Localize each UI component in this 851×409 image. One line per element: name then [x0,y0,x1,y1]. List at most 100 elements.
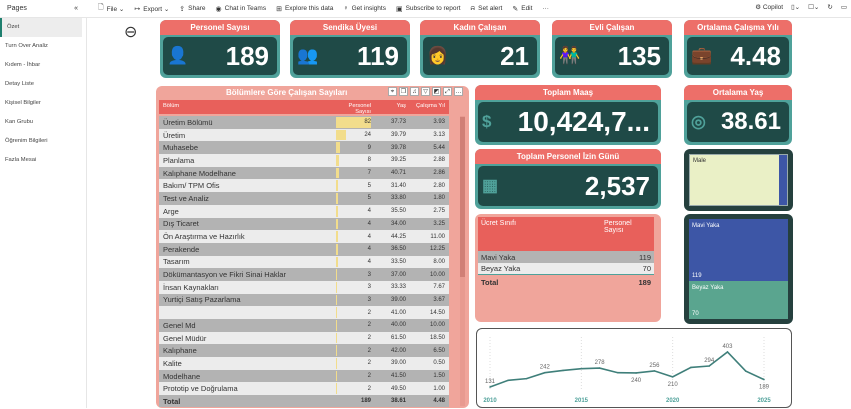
treemap-tile-male[interactable]: Male [689,154,788,206]
table-row[interactable]: Beyaz Yaka 70 [478,263,654,275]
page-item[interactable]: Fazla Mesai [5,157,37,163]
data-label: 240 [631,378,642,384]
woman-icon: 👩 [427,46,449,65]
header-calisma[interactable]: Çalışma Yıl [416,103,445,109]
collapse-pages-icon[interactable]: « [74,5,78,12]
bookmark-icon[interactable]: ▯⌄ [791,4,801,11]
years-value: 2.88 [433,157,445,164]
table-row[interactable]: Üretim 24 39.79 3.13 [159,128,449,142]
table-row[interactable]: Dış Ticaret 4 34.00 3.25 [159,217,449,231]
header-bolum[interactable]: Bölüm [163,103,180,109]
age-value: 37.73 [390,119,406,126]
count-value: 8 [367,157,371,164]
page-item[interactable]: Özet [0,18,82,37]
toolbar-label: Subscribe to report [405,5,461,12]
refresh-icon[interactable]: ↻ [827,4,833,11]
personnel-count: 5 [334,192,373,205]
teams-button[interactable]: ◉ Chat in Teams [216,3,267,14]
focus-icon[interactable]: ◩ [432,87,441,96]
table-row[interactable]: Kalite 2 39.00 0.50 [159,357,449,370]
page-item[interactable]: Kişisel Bilgiler [5,100,41,106]
kpi-card: Sendika Üyesi 👥 119 [290,20,410,78]
more-button[interactable]: ··· [542,3,549,14]
table-row[interactable]: Muhasebe 9 39.78 5.44 [159,141,449,155]
header-personel[interactable]: Personel Sayısı [604,220,632,234]
dept-name: Üretim [163,130,186,140]
table-scrollbar[interactable] [460,116,465,406]
data-bar [336,129,347,141]
comment-icon[interactable]: ▭ [840,4,847,11]
expand-icon[interactable]: ⤢ [443,87,452,96]
personnel-count: 2 [334,370,373,383]
table-row[interactable]: Ön Araştırma ve Hazırlık 4 44.25 11.00 [159,230,449,243]
header-personel[interactable]: Personel Sayısı [348,103,371,115]
treemap-tile-mavi[interactable]: Mavi Yaka 119 [689,219,788,281]
kpi-title: Ortalama Çalışma Yılı [684,20,792,35]
age-value: 39.78 [390,144,406,151]
table-row[interactable]: Arge 4 35.50 2.75 [159,204,449,218]
page-item[interactable]: Turn Over Analiz [5,43,48,49]
table-row[interactable]: İnsan Kaynakları 3 33.33 7.67 [159,280,449,294]
table-row[interactable]: Perakende 4 36.50 12.25 [159,242,449,256]
total-age: 38.61 [390,398,406,404]
explore-icon: ⊞ [276,5,282,13]
more-options-icon[interactable]: … [454,87,463,96]
table-row[interactable]: Prototip ve Doğrulama 2 49.50 1.00 [159,382,449,396]
dept-name: Ön Araştırma ve Hazırlık [163,232,245,242]
page-item[interactable]: Kıdem - İhbar [5,62,41,68]
table-row[interactable]: Modelhane 2 41.50 1.50 [159,369,449,383]
data-bar [336,332,337,344]
copy-icon[interactable]: ❐ [399,87,408,96]
table-row[interactable]: Üretim Bölümü 82 37.73 3.93 [159,116,449,129]
table-row[interactable]: Dökümantasyon ve Fikri Sinai Haklar 3 37.0… [159,268,449,281]
filter-icon[interactable]: ▽ [421,87,430,96]
table-row[interactable]: 2 41.00 14.50 [159,306,449,319]
subscribe-button[interactable]: ▣ Subscribe to report [396,3,461,14]
back-arrow-icon[interactable]: ⊖ [124,24,138,41]
table-row[interactable]: Genel Md 2 40.00 10.00 [159,319,449,332]
count-value: 2 [367,347,371,354]
person-icon: 👤 [167,46,189,65]
table-row[interactable]: Planlama 8 39.25 2.88 [159,154,449,167]
count-value: 82 [364,119,371,126]
age-value: 39.79 [390,132,406,139]
personnel-count: 8 [334,154,373,167]
copilot-button[interactable]: ⚙ Copilot [755,4,784,11]
treemap-tile-beyaz[interactable]: Beyaz Yaka 70 [689,281,788,319]
edit-button[interactable]: ✎ Edit [512,3,532,14]
treemap-tile-other[interactable] [779,155,787,205]
alert-button[interactable]: ⍾ Set alert [471,3,503,14]
age-value: 41.50 [390,373,406,380]
share-button[interactable]: ⇪ Share [179,3,205,14]
table-total-row: Total 189 38.61 4.48 [159,395,449,407]
table-row[interactable]: Tasarım 4 33.50 8.00 [159,255,449,269]
alert-icon: ⍾ [470,4,476,12]
kpi-title: Toplam Maaş [475,85,661,100]
table-row[interactable]: Yurtiçi Satış Pazarlama 3 39.00 3.67 [159,293,449,307]
view-icon[interactable]: ☐⌄ [808,4,820,11]
table-row[interactable]: Kalıphane 2 42.00 6.50 [159,344,449,358]
page-item[interactable]: Kan Grubu [5,119,34,125]
explore-button[interactable]: ⊞ Explore this data [276,3,333,14]
count-value: 3 [367,271,371,278]
header-yas[interactable]: Yaş [396,103,406,109]
table-row[interactable]: Test ve Analiz 5 33.80 1.80 [159,192,449,205]
pin-icon[interactable]: ⌖ [388,87,397,96]
briefcase-icon: 💼 [691,46,713,65]
page-item[interactable]: Detay Liste [5,81,34,87]
dept-name: Test ve Analiz [163,193,209,203]
page-item[interactable]: Öğrenim Bilgileri [5,138,48,144]
table-row[interactable]: Bakım/ TPM Ofis 5 31.40 2.80 [159,179,449,193]
department-table: Bölümlere Göre Çalışan Sayıları ⌖ ❐ ♫ ▽ ◩ ⤢… … [156,86,469,408]
toolbar-label: ··· [542,5,549,12]
table-row[interactable]: Kalıphane Modelhane 7 40.71 2.86 [159,166,449,180]
header-ucret[interactable]: Ücret Sınıfı [481,220,517,227]
export-button[interactable]: ↦ Export ⌄ [134,3,169,14]
file-button[interactable]: 🗋 File ⌄ [98,3,124,14]
table-row[interactable]: Genel Müdür 2 61.50 18.50 [159,331,449,345]
table-row[interactable]: Mavi Yaka 119 [478,251,654,263]
alert-icon[interactable]: ♫ [410,87,419,96]
kpi-value: 189 [225,40,269,71]
dept-name: Dökümantasyon ve Fikri Sinai Haklar [163,270,286,280]
insights-button[interactable]: ♀ Get insights [343,3,386,14]
